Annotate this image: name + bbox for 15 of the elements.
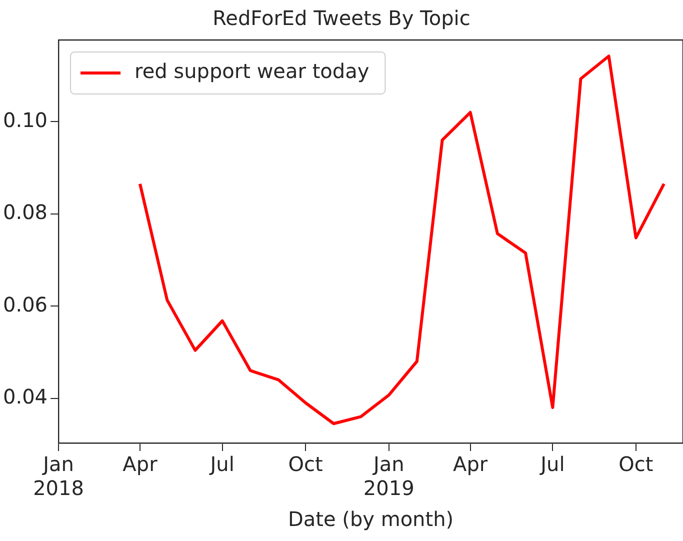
x-tick-label: Jul: [538, 452, 565, 476]
x-tick-label: Jan 2019: [363, 452, 414, 500]
x-tick-label: Oct: [618, 452, 654, 476]
y-tick-label: 0.08: [3, 200, 48, 224]
y-tick-label: 0.10: [3, 108, 48, 132]
x-tick-label: Jul: [208, 452, 234, 476]
x-tick-label: Jan 2018: [33, 452, 84, 500]
legend-label: red support wear today: [134, 59, 370, 84]
x-tick-label: Oct: [288, 452, 324, 476]
chart-title: RedForEd Tweets By Topic: [212, 6, 470, 30]
x-tick-label: Apr: [453, 452, 488, 476]
x-axis-title: Date (by month): [288, 507, 454, 532]
x-tick-label: Apr: [122, 452, 158, 476]
y-tick-label: 0.04: [3, 384, 48, 408]
y-tick-label: 0.06: [3, 292, 48, 316]
